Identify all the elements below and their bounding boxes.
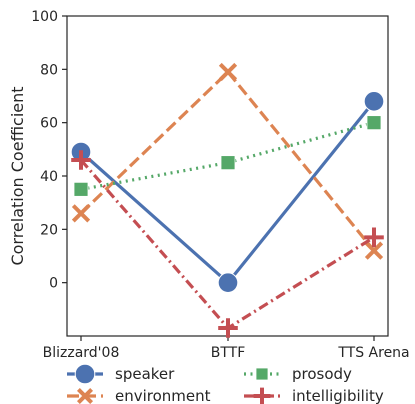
y-axis-label: Correlation Coefficient	[8, 86, 27, 265]
x-tick-label: Blizzard'08	[43, 345, 120, 361]
x-tick-label: BTTF	[211, 345, 246, 361]
legend: speaker environment prosody intelligibility	[67, 363, 384, 404]
legend-item-speaker: speaker	[67, 363, 175, 385]
legend-item-intelligibility: intelligibility	[244, 387, 384, 404]
series-environment	[71, 62, 384, 260]
x-tick-label: TTS Arena	[337, 345, 409, 361]
data-point	[363, 91, 385, 112]
legend-label: prosody	[292, 365, 352, 383]
y-tick-label: 80	[40, 62, 58, 78]
data-point	[218, 62, 238, 82]
series-line	[79, 70, 376, 252]
data-point	[220, 155, 236, 171]
data-point	[217, 272, 239, 293]
legend-marker	[76, 387, 94, 404]
series-speaker	[70, 91, 385, 293]
series-prosody	[73, 115, 382, 197]
data-point	[71, 150, 91, 170]
data-point	[364, 227, 384, 248]
legend-item-prosody: prosody	[244, 365, 352, 383]
y-tick-label: 0	[49, 276, 58, 292]
legend-label: environment	[115, 387, 211, 404]
y-tick-label: 60	[40, 116, 58, 132]
legend-item-environment: environment	[67, 387, 211, 404]
legend-label: speaker	[115, 365, 175, 383]
series-layer	[70, 62, 385, 338]
legend-marker	[74, 363, 96, 385]
legend-marker	[253, 387, 271, 404]
data-point	[71, 204, 91, 223]
y-tick-label: 40	[40, 169, 58, 185]
series-line	[79, 100, 376, 285]
data-point	[364, 241, 384, 260]
data-point	[73, 181, 89, 197]
legend-label: intelligibility	[292, 387, 384, 404]
y-tick-label: 100	[31, 9, 58, 25]
y-tick-label: 20	[40, 222, 58, 238]
series-line	[79, 158, 375, 330]
data-point	[218, 318, 238, 338]
series-intelligibility	[71, 150, 384, 338]
data-point	[366, 115, 382, 131]
legend-marker	[255, 367, 269, 381]
